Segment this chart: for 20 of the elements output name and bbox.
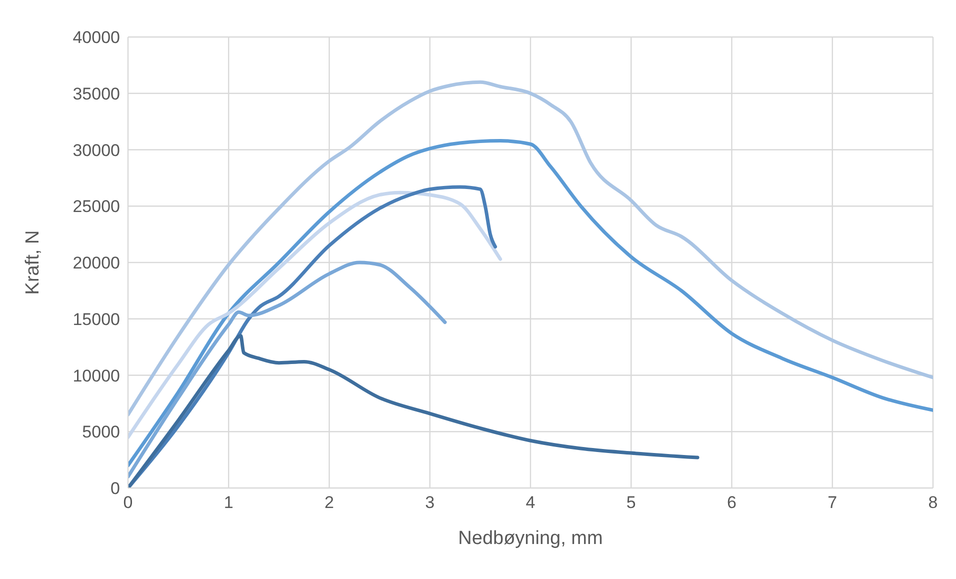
y-tick-label: 0 [110, 479, 120, 498]
y-tick-label: 15000 [72, 310, 120, 329]
x-tick-label: 4 [526, 493, 536, 512]
y-tick-label: 5000 [82, 422, 120, 442]
x-tick-label: 0 [123, 493, 133, 512]
y-tick-label: 30000 [72, 140, 120, 160]
x-tick-label: 7 [828, 493, 838, 512]
x-tick-label: 6 [727, 493, 736, 512]
x-tick-label: 8 [928, 493, 938, 512]
x-tick-label: 5 [626, 493, 636, 512]
x-tick-label: 2 [324, 493, 334, 512]
y-tick-label: 10000 [72, 366, 120, 386]
y-tick-label: 25000 [72, 197, 120, 216]
y-tick-label: 35000 [72, 84, 120, 104]
y-axis-title: Kraft, N [22, 230, 44, 295]
y-tick-label: 40000 [72, 28, 120, 48]
x-axis-title: Nedbøyning, mm [458, 528, 603, 549]
x-tick-label: 3 [425, 493, 435, 512]
x-tick-label: 1 [224, 493, 234, 512]
y-tick-label: 20000 [72, 254, 120, 273]
